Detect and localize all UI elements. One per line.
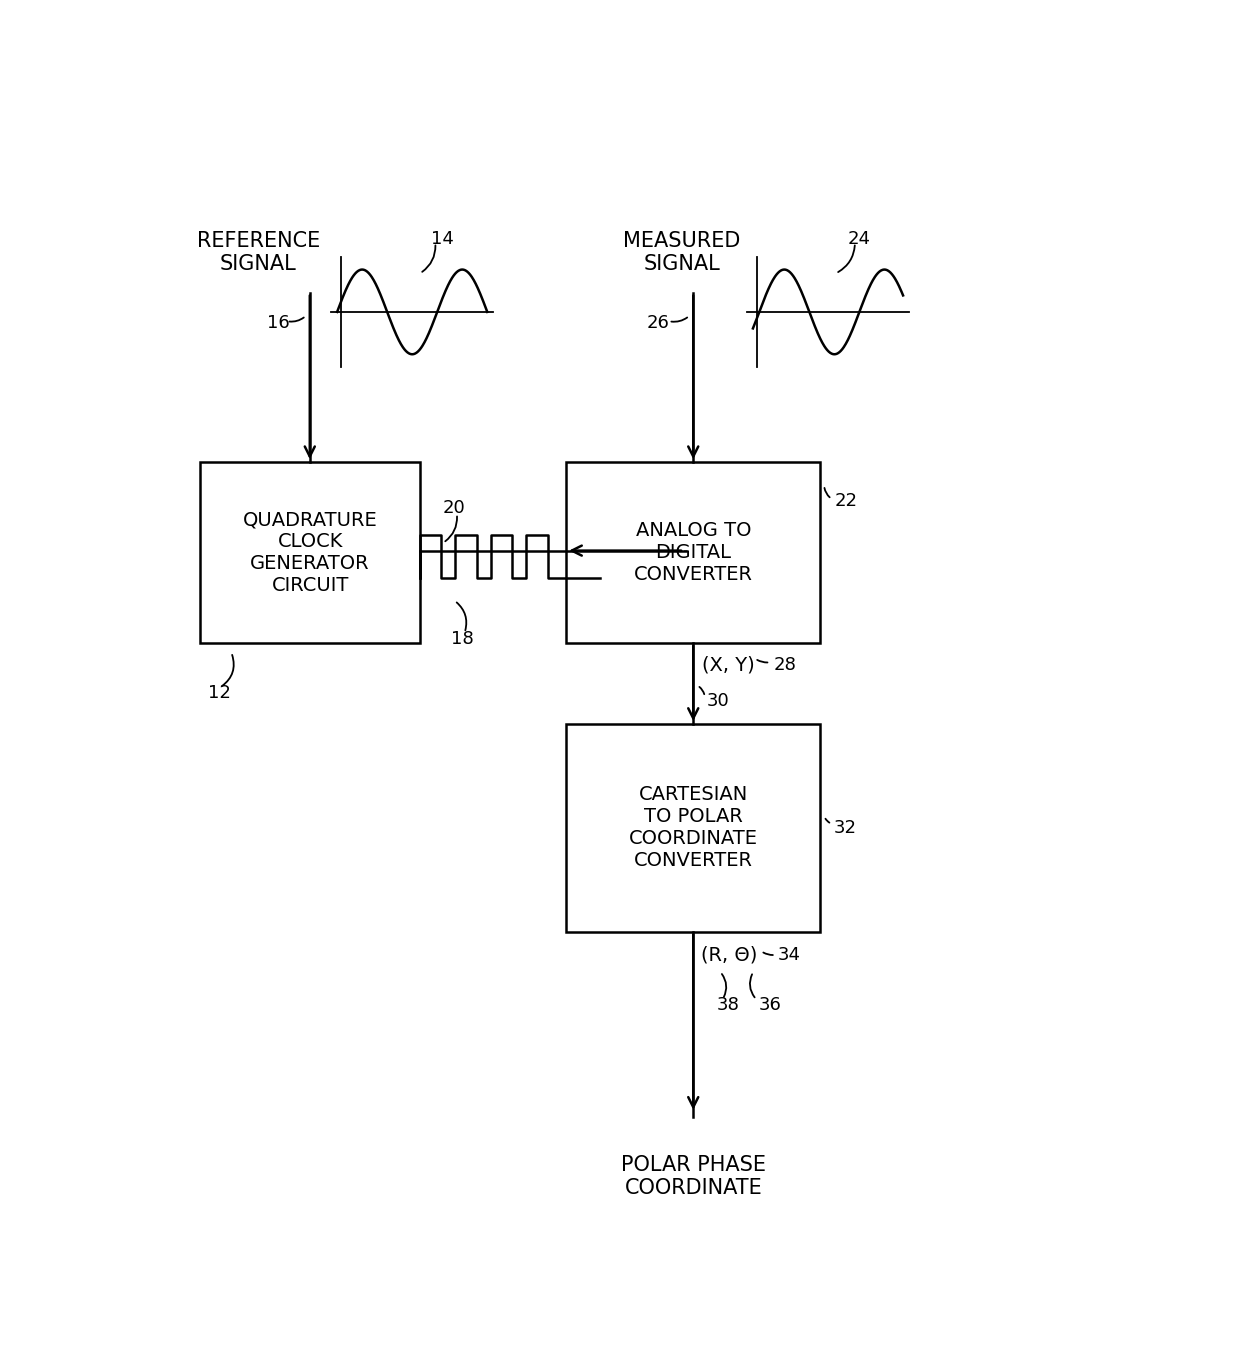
Text: 28: 28 [774, 655, 797, 674]
Text: (R, Θ): (R, Θ) [701, 945, 758, 964]
Text: 24: 24 [847, 229, 870, 248]
Text: MEASURED
SIGNAL: MEASURED SIGNAL [622, 231, 740, 274]
Bar [567, 724, 821, 931]
Text: (X, Y): (X, Y) [703, 655, 755, 674]
Text: 30: 30 [707, 692, 730, 710]
Text: CARTESIAN
TO POLAR
COORDINATE
CONVERTER: CARTESIAN TO POLAR COORDINATE CONVERTER [629, 786, 758, 871]
Text: 32: 32 [835, 818, 857, 837]
Text: 34: 34 [777, 946, 801, 964]
Text: 36: 36 [759, 996, 781, 1014]
Text: 18: 18 [450, 630, 474, 648]
Text: 12: 12 [208, 683, 231, 702]
Text: 22: 22 [835, 492, 857, 510]
Text: 26: 26 [647, 314, 670, 333]
Bar [201, 462, 420, 643]
Text: POLAR PHASE
COORDINATE: POLAR PHASE COORDINATE [621, 1155, 766, 1198]
Text: 16: 16 [268, 314, 290, 333]
Text: REFERENCE
SIGNAL: REFERENCE SIGNAL [197, 231, 320, 274]
Text: 14: 14 [432, 229, 454, 248]
Bar [567, 462, 821, 643]
Text: 38: 38 [717, 996, 739, 1014]
Text: QUADRATURE
CLOCK
GENERATOR
CIRCUIT: QUADRATURE CLOCK GENERATOR CIRCUIT [243, 510, 377, 594]
Text: ANALOG TO
DIGITAL
CONVERTER: ANALOG TO DIGITAL CONVERTER [634, 522, 753, 584]
Text: 20: 20 [443, 499, 466, 518]
